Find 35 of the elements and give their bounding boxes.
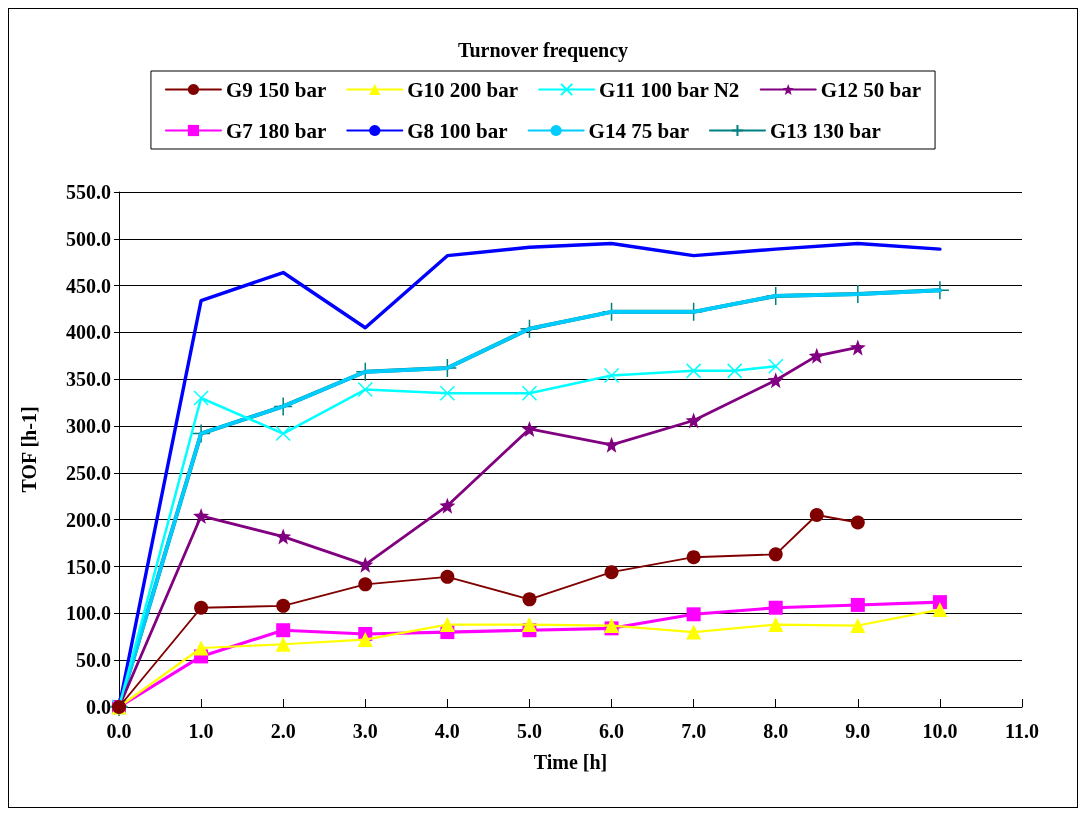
legend-label: G7 180 bar	[225, 118, 327, 143]
legend-label: G9 150 bar	[225, 77, 327, 102]
legend-label: G10 200 bar	[407, 77, 519, 102]
y-tick-label: 50.0	[76, 649, 111, 672]
chart-title: Turnover frequency	[457, 39, 629, 62]
x-tick-label: 1.0	[188, 720, 214, 742]
y-tick-label: 0.0	[86, 696, 111, 718]
x-axis-title: Time [h]	[533, 751, 608, 773]
legend-label: G13 130 bar	[769, 118, 881, 143]
x-tick-label: 9.0	[845, 720, 871, 742]
x-tick-label: 6.0	[599, 720, 625, 742]
y-tick-label: 400.0	[66, 321, 111, 344]
legend-label: G12 50 bar	[820, 77, 922, 102]
y-tick-label: 450.0	[66, 274, 111, 297]
y-tick-label: 100.0	[66, 602, 111, 625]
x-tick-label: 10.0	[922, 720, 958, 742]
x-tick-label: 2.0	[270, 720, 296, 742]
x-tick-label: 3.0	[352, 720, 378, 742]
legend-label: G14 75 bar	[588, 118, 689, 143]
x-tick-label: 8.0	[763, 720, 789, 742]
y-tick-label: 550.0	[66, 181, 111, 203]
y-tick-label: 200.0	[66, 508, 111, 531]
x-tick-label: 4.0	[434, 720, 460, 742]
y-tick-label: 350.0	[66, 368, 111, 391]
x-tick-label: 0.0	[106, 720, 132, 742]
y-tick-label: 300.0	[66, 415, 111, 438]
x-tick-label: 7.0	[681, 720, 707, 742]
x-tick-label: 5.0	[516, 720, 542, 742]
x-tick-label: 11.0	[1005, 720, 1039, 742]
y-axis-title: TOF [h-1]	[18, 406, 40, 493]
legend-label: G8 100 bar	[407, 118, 508, 143]
y-tick-label: 500.0	[66, 227, 111, 250]
legend-label: G11 100 bar N2	[599, 77, 740, 102]
y-tick-label: 250.0	[66, 461, 111, 484]
y-tick-label: 150.0	[66, 555, 111, 578]
